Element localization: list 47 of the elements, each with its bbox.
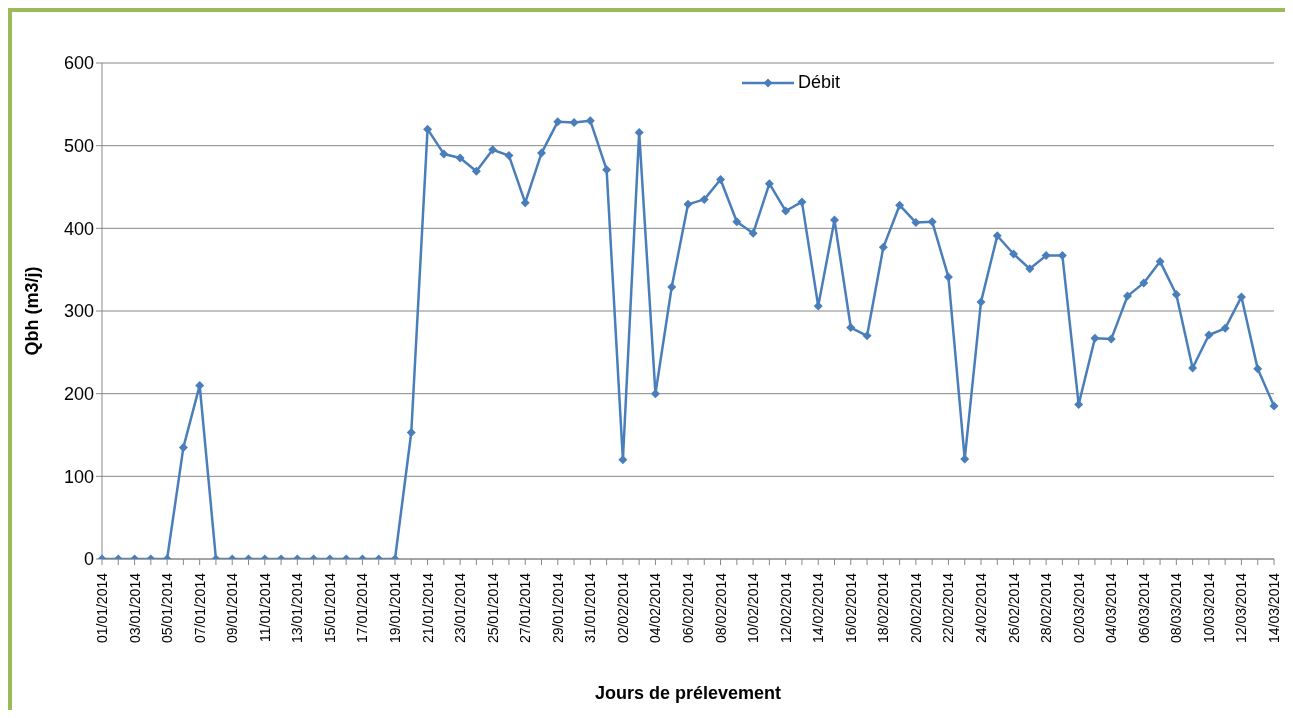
x-tick-label: 08/02/2014 <box>712 572 729 644</box>
x-tick-label: 07/01/2014 <box>191 572 208 644</box>
y-tick-label: 600 <box>63 53 94 74</box>
x-tick-label: 18/02/2014 <box>875 572 892 644</box>
x-tick-label: 24/02/2014 <box>973 572 989 644</box>
x-tick-label: 26/02/2014 <box>1005 572 1022 644</box>
x-tick-label: 08/03/2014 <box>1168 572 1185 644</box>
x-tick-label: 22/02/2014 <box>940 572 957 644</box>
x-tick-label: 01/01/2014 <box>94 572 110 644</box>
legend-label: Débit <box>798 72 841 93</box>
x-tick-label: 28/02/2014 <box>1038 572 1055 644</box>
x-tick-label: 11/01/2014 <box>256 572 273 643</box>
x-tick-label: 06/03/2014 <box>1135 572 1152 644</box>
y-tick-label: 100 <box>63 466 94 487</box>
x-tick-label: 09/01/2014 <box>224 572 241 644</box>
x-tick-label: 27/01/2014 <box>517 572 534 644</box>
x-tick-label: 25/01/2014 <box>484 572 501 644</box>
x-tick-label: 16/02/2014 <box>842 572 859 644</box>
x-tick-label: 20/02/2014 <box>907 572 924 644</box>
x-tick-label: 04/02/2014 <box>647 572 664 644</box>
x-tick-label: 14/03/2014 <box>1266 572 1282 644</box>
x-tick-label: 02/02/2014 <box>614 572 631 644</box>
x-tick-label: 10/03/2014 <box>1200 572 1217 644</box>
y-tick-label: 400 <box>63 218 94 239</box>
x-tick-label: 12/03/2014 <box>1233 572 1250 644</box>
x-tick-label: 17/01/2014 <box>354 572 371 644</box>
x-tick-label: 31/01/2014 <box>582 572 599 644</box>
y-tick-label: 0 <box>83 549 94 570</box>
x-tick-label: 05/01/2014 <box>159 572 176 644</box>
x-tick-label: 15/01/2014 <box>321 572 338 644</box>
y-tick-label: 500 <box>63 136 94 157</box>
x-tick-label: 12/02/2014 <box>777 572 794 644</box>
x-tick-label: 13/01/2014 <box>289 572 306 644</box>
x-tick-label: 14/02/2014 <box>810 572 827 644</box>
y-tick-label: 200 <box>63 384 94 405</box>
x-tick-label: 04/03/2014 <box>1103 572 1120 644</box>
x-tick-label: 06/02/2014 <box>680 572 696 644</box>
x-tick-label: 10/02/2014 <box>745 572 762 644</box>
x-tick-label: 19/01/2014 <box>387 572 403 644</box>
x-tick-label: 29/01/2014 <box>549 572 566 644</box>
x-axis-title: Jours de prélevement <box>594 683 782 703</box>
x-tick-label: 21/01/2014 <box>419 572 436 644</box>
x-tick-label: 03/01/2014 <box>126 572 143 644</box>
x-tick-label: 23/01/2014 <box>452 572 469 644</box>
y-tick-label: 300 <box>63 301 94 322</box>
x-tick-label: 02/03/2014 <box>1070 572 1087 644</box>
y-axis-title: Qbh (m3/j) <box>22 266 43 356</box>
